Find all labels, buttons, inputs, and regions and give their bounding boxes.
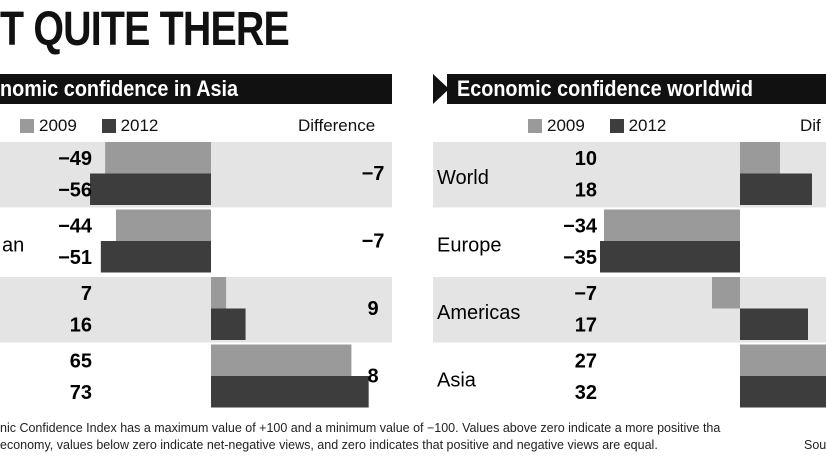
row-background: [0, 277, 392, 343]
bar-2012: [211, 376, 369, 408]
data-label: −49: [58, 148, 92, 170]
difference-value: −7: [362, 163, 385, 185]
legend-label-2012-right: 2012: [628, 116, 667, 135]
page-title: T QUITE THERE: [0, 3, 290, 56]
bar-2012: [100, 241, 211, 273]
data-label: −56: [58, 179, 92, 201]
data-label: −51: [58, 247, 92, 269]
right-difference-header: Dif: [800, 116, 821, 135]
data-label: 10: [575, 148, 597, 170]
bar-2009: [740, 344, 826, 376]
bar-2012: [740, 308, 808, 340]
bar-2012: [740, 173, 812, 205]
data-label: −35: [563, 247, 597, 269]
data-label: 73: [70, 382, 92, 404]
data-label: −34: [563, 215, 598, 237]
data-label: 17: [575, 314, 597, 336]
legend-swatch-2009-right: [528, 119, 542, 133]
left-bar-chart: −49 −56 −7 −44 −51 an −7 7 16 9 65 73 8: [0, 142, 392, 410]
bar-2009: [712, 277, 740, 309]
data-label: 18: [575, 179, 597, 201]
category-label: Europe: [437, 235, 502, 257]
data-label: 32: [575, 382, 597, 404]
footnote: nic Confidence Index has a maximum value…: [0, 420, 826, 454]
data-label: 16: [70, 314, 92, 336]
legend-label-2012: 2012: [120, 116, 159, 135]
data-label: 65: [70, 350, 92, 372]
bar-2009: [211, 277, 227, 309]
bar-2009: [105, 142, 211, 174]
legend-label-2009-right: 2009: [547, 116, 585, 135]
category-label: World: [437, 167, 489, 189]
data-label: 27: [575, 350, 597, 372]
footnote-line-1: nic Confidence Index has a maximum value…: [0, 421, 721, 435]
bar-2012: [740, 376, 826, 408]
left-chart-title: nomic confidence in Asia: [0, 74, 392, 104]
legend-swatch-2012-right: [609, 119, 624, 133]
category-label: Americas: [437, 302, 520, 324]
right-legend: 2009 2012: [528, 114, 666, 138]
difference-value: 9: [367, 298, 378, 320]
right-chart-title-text: Economic confidence worldwid: [457, 76, 753, 101]
right-banner-arrow: [433, 74, 449, 104]
bar-2012: [211, 308, 246, 340]
right-bar-chart: 10 18 World −34 −35 Europe −7 17 Americas 27 32 Asi…: [433, 142, 826, 410]
left-legend: 2009 2012: [20, 114, 158, 138]
footnote-line-2: economy, values below zero indicate net-…: [0, 438, 658, 452]
left-difference-header: Difference: [298, 116, 376, 135]
bar-2012: [600, 241, 740, 273]
bar-2009: [604, 209, 740, 241]
legend-swatch-2012: [101, 119, 116, 133]
category-label: an: [2, 235, 24, 257]
category-label: Asia: [437, 370, 477, 392]
bar-2009: [740, 142, 780, 174]
bar-2009: [115, 209, 211, 241]
left-chart-title-text: nomic confidence in Asia: [0, 76, 239, 101]
data-label: 7: [81, 283, 92, 305]
right-chart-title: Economic confidence worldwid: [447, 74, 826, 104]
bar-2009: [211, 344, 352, 376]
difference-value: 8: [367, 366, 378, 388]
legend-label-2009: 2009: [39, 116, 77, 135]
data-label: −44: [58, 215, 93, 237]
footnote-source: Sou: [804, 438, 826, 452]
bar-2012: [90, 173, 211, 205]
data-label: −7: [574, 283, 597, 305]
difference-value: −7: [362, 231, 385, 253]
legend-swatch-2009: [20, 119, 34, 133]
